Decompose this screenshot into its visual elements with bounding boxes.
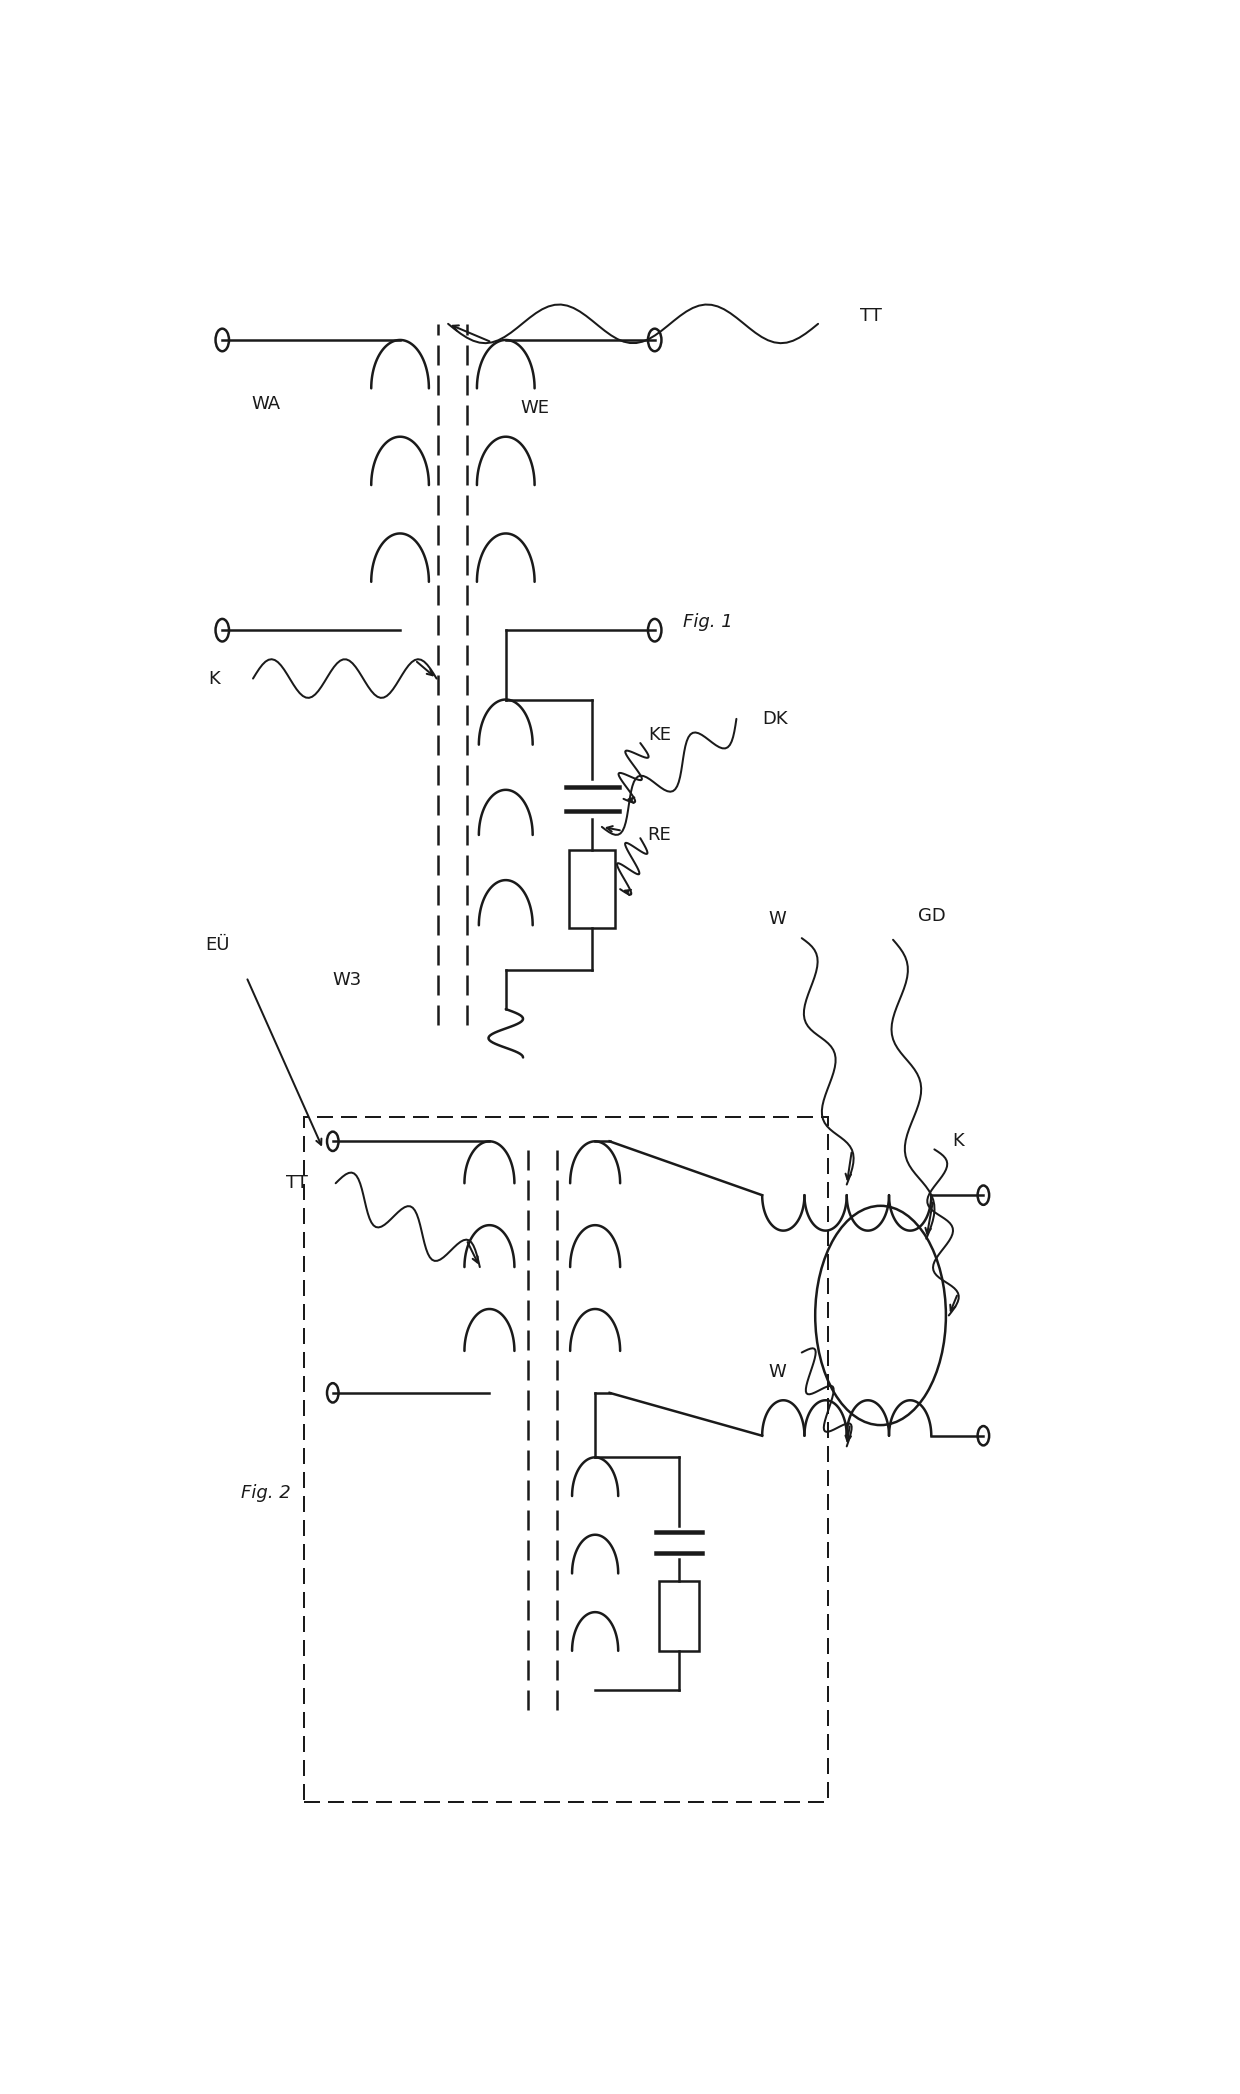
Text: TT: TT — [286, 1175, 309, 1191]
Text: W: W — [769, 1363, 786, 1380]
Bar — [304, 1116, 828, 1803]
Text: W3: W3 — [332, 972, 362, 988]
Text: K: K — [952, 1133, 965, 1150]
Text: GD: GD — [918, 907, 945, 926]
Text: DK: DK — [763, 710, 787, 729]
Bar — [569, 850, 615, 928]
Text: EÜ: EÜ — [205, 936, 229, 953]
Text: Fig. 2: Fig. 2 — [241, 1485, 290, 1501]
Text: TT: TT — [861, 308, 882, 325]
Text: KE: KE — [649, 727, 671, 743]
Text: RE: RE — [647, 825, 671, 844]
Text: W: W — [769, 909, 786, 928]
Text: WE: WE — [520, 398, 549, 417]
Bar — [658, 1581, 699, 1652]
Text: K: K — [208, 670, 221, 687]
Text: Fig. 1: Fig. 1 — [683, 614, 733, 630]
Text: WA: WA — [250, 396, 280, 413]
